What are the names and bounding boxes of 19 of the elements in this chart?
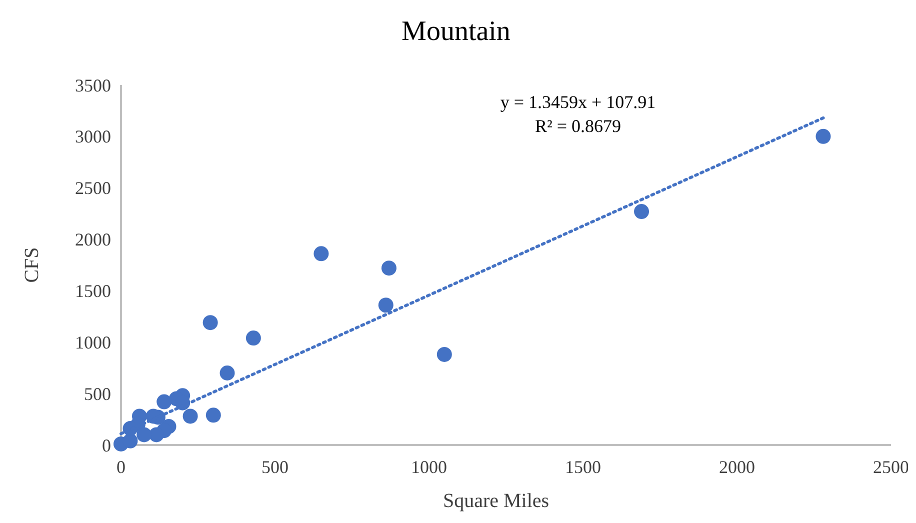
y-tick-label: 1500 (75, 281, 111, 302)
x-tick-label: 0 (116, 457, 126, 477)
y-tick-label: 3000 (75, 126, 111, 147)
y-tick-label: 3500 (75, 75, 111, 96)
annotation: R² = 0.8679 (534, 116, 622, 136)
x-tick-label: 500 (262, 457, 288, 477)
y-tick-label: 2500 (75, 178, 111, 198)
y-tick-label: 1000 (75, 332, 111, 352)
x-axis-title: Square Miles (442, 490, 550, 512)
y-tick-label: 0 (102, 435, 111, 456)
annotation: y = 1.3459x + 107.91 (500, 92, 656, 112)
x-tick-label: 1500 (565, 457, 601, 477)
y-axis-title: CFS (21, 247, 43, 283)
y-tick-label: 500 (84, 384, 111, 404)
chart-title: Mountain (402, 16, 510, 47)
x-tick-label: 1000 (411, 457, 447, 477)
x-tick-label: 2500 (873, 457, 909, 477)
y-tick-label: 2000 (75, 230, 111, 250)
x-tick-label: 2000 (719, 457, 755, 477)
